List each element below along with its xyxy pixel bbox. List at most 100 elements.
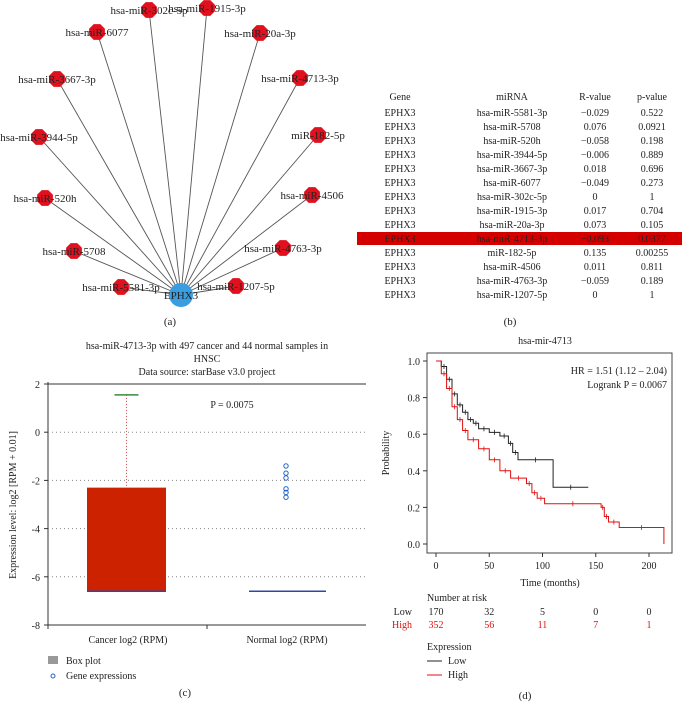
y-axis-label: Probability <box>381 431 392 475</box>
risk-row-label: High <box>392 620 412 631</box>
table-cell: hsa-miR-4763-3p <box>477 276 548 287</box>
mirna-label: hsa-miR-4506 <box>281 190 344 202</box>
table-cell: EPHX3 <box>384 262 415 273</box>
legend-point-swatch <box>50 673 56 679</box>
table-cell: 1 <box>650 290 655 301</box>
table-cell: EPHX3 <box>384 206 415 217</box>
km-title: hsa-mir-4713 <box>518 336 572 347</box>
y-tick-label: 1.0 <box>408 357 421 368</box>
y-tick-label: 0.2 <box>408 503 421 514</box>
mirna-node <box>89 24 105 40</box>
gene-expression-point <box>283 475 289 481</box>
risk-value: 5 <box>540 607 545 618</box>
mirna-label: hsa-miR-302c-5p <box>111 5 188 17</box>
mirna-node <box>49 71 65 87</box>
x-tick-label: 200 <box>642 561 657 572</box>
y-tick-label: 2 <box>35 380 40 391</box>
network-edge <box>56 78 182 296</box>
logrank-annotation: Logrank P = 0.0067 <box>587 380 667 391</box>
network-edge <box>73 250 182 296</box>
network-edge <box>180 247 284 296</box>
box-title: hsa-miR-4713-3p with 497 cancer and 44 n… <box>86 341 328 352</box>
table-cell: EPHX3 <box>384 136 415 147</box>
legend-box-swatch <box>48 656 58 664</box>
mirna-label: hsa-miR-3667-3p <box>18 74 96 86</box>
table-cell: 0.704 <box>641 206 664 217</box>
x-category-label: Normal log2 (RPM) <box>246 635 327 646</box>
x-tick-label: 100 <box>535 561 550 572</box>
risk-value: 56 <box>484 620 494 631</box>
mirna-label: hsa-miR-520h <box>14 193 77 205</box>
table-cell: hsa-miR-4713-3p <box>477 234 548 245</box>
gene-expression-point <box>283 486 289 492</box>
hr-annotation: HR = 1.51 (1.12 – 2.04) <box>571 366 667 377</box>
gene-label: EPHX3 <box>164 290 199 302</box>
table-cell: 0.696 <box>641 164 664 175</box>
table-cell: 0.273 <box>641 178 664 189</box>
table-cell: 0.522 <box>641 108 664 119</box>
risk-value: 7 <box>593 620 598 631</box>
highlight-row <box>357 232 682 245</box>
mirna-label: hsa-miR-6077 <box>66 27 129 39</box>
network-edge <box>180 7 208 296</box>
risk-value: 170 <box>429 607 444 618</box>
table-cell: 0.073 <box>584 220 607 231</box>
table-cell: hsa-miR-5581-3p <box>477 108 548 119</box>
network-edge <box>96 31 182 296</box>
table-cell: hsa-miR-302c-5p <box>477 192 547 203</box>
mirna-label: hsa-miR-5581-3p <box>82 282 160 294</box>
table-cell: hsa-miR-6077 <box>483 178 540 189</box>
table-cell: 0.0921 <box>638 122 666 133</box>
table-cell: hsa-miR-1915-3p <box>477 206 548 217</box>
y-tick-label: 0.8 <box>408 394 421 405</box>
table-cell: EPHX3 <box>384 122 415 133</box>
y-tick-label: -8 <box>32 621 40 632</box>
gene-expression-point <box>283 470 289 476</box>
table-cell: hsa-miR-520h <box>483 136 540 147</box>
km-curve-high <box>436 360 665 544</box>
caption-d: (d) <box>519 690 532 702</box>
risk-value: 0 <box>593 607 598 618</box>
table-cell: 0.00255 <box>636 248 669 259</box>
caption-a: (a) <box>164 316 177 328</box>
x-tick-label: 50 <box>484 561 494 572</box>
table-cell: hsa-miR-1207-5p <box>477 290 548 301</box>
y-tick-label: 0.4 <box>408 467 421 478</box>
table-cell: 0.0377 <box>638 234 666 245</box>
mirna-node <box>141 2 157 18</box>
table-cell: 0.198 <box>641 136 664 147</box>
table-cell: EPHX3 <box>384 234 415 245</box>
x-tick-label: 0 <box>434 561 439 572</box>
box-title: HNSC <box>194 354 221 365</box>
mirna-node <box>66 243 82 259</box>
table-header: Gene <box>389 92 411 103</box>
y-tick-label: -4 <box>32 525 40 536</box>
caption-c: (c) <box>179 687 192 699</box>
gene-node <box>169 283 193 307</box>
mirna-label: hsa-miR-4713-3p <box>261 73 339 85</box>
y-tick-label: -2 <box>32 476 40 487</box>
table-cell: EPHX3 <box>384 248 415 259</box>
risk-value: 352 <box>429 620 444 631</box>
table-cell: hsa-miR-4506 <box>483 262 540 273</box>
mirna-node <box>199 0 215 16</box>
y-tick-label: 0.6 <box>408 430 421 441</box>
table-cell: miR-182-5p <box>488 248 537 259</box>
table-cell: 0.018 <box>584 164 607 175</box>
legend-title: Expression <box>427 642 471 653</box>
legend-label: Gene expressions <box>66 671 136 682</box>
mirna-label: miR-182-5p <box>291 130 345 142</box>
table-cell: 0.189 <box>641 276 664 287</box>
table-cell: hsa-miR-3667-3p <box>477 164 548 175</box>
box <box>87 487 166 592</box>
table-header: miRNA <box>496 92 528 103</box>
mirna-node <box>275 240 291 256</box>
table-cell: 0.889 <box>641 150 664 161</box>
y-axis-label: Expression level: log2 [RPM + 0.01] <box>8 431 19 579</box>
box-title: Data source: starBase v3.0 project <box>139 367 276 378</box>
x-category-label: Cancer log2 (RPM) <box>89 635 168 646</box>
y-tick-label: 0.0 <box>408 540 421 551</box>
network-edge <box>180 32 261 296</box>
table-cell: 0 <box>593 290 598 301</box>
